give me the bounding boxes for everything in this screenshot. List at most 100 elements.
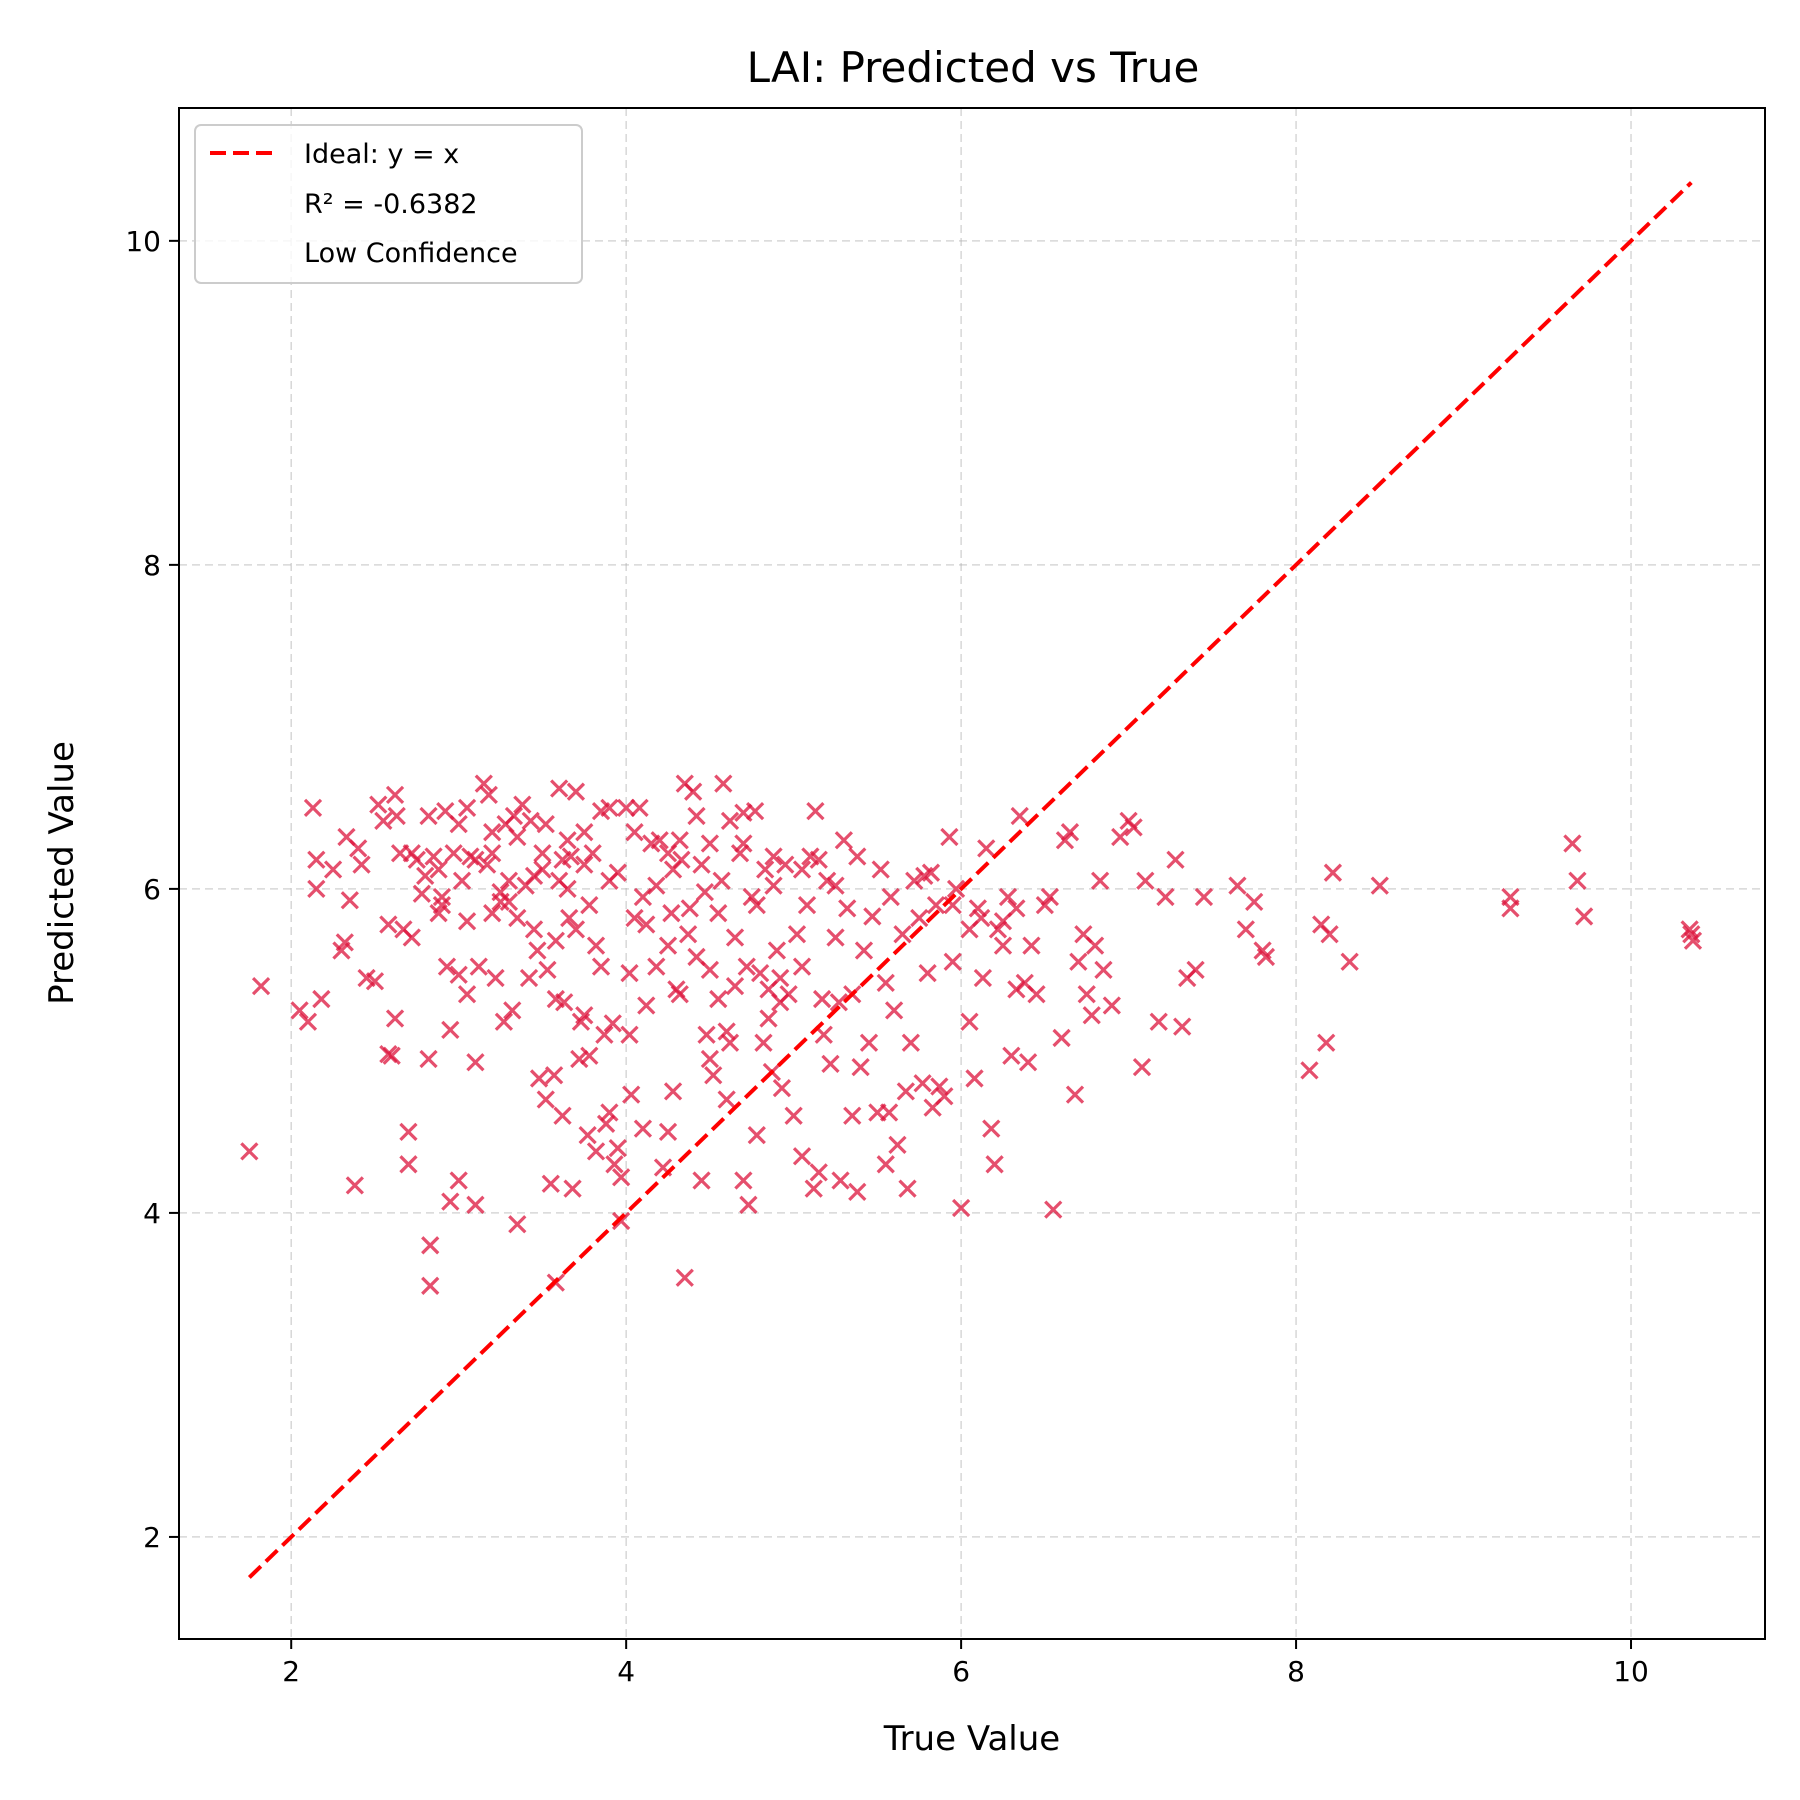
scatter-point <box>1060 823 1080 842</box>
scatter-point <box>385 1009 405 1028</box>
scatter-point <box>1065 1085 1085 1104</box>
scatter-point <box>898 1179 917 1198</box>
scatter-point <box>772 1079 792 1098</box>
scatter-point <box>290 1001 309 1020</box>
scatter-point <box>469 957 488 976</box>
scatter-point <box>385 785 405 805</box>
scatter-point <box>1022 936 1041 955</box>
scatter-point <box>848 847 867 866</box>
scatter-point <box>340 891 359 910</box>
scatter-point <box>399 1155 418 1174</box>
scatter-point <box>1370 876 1389 895</box>
scatter-point <box>1166 850 1185 869</box>
scatter-point <box>407 850 426 869</box>
chart-title: LAI: Predicted vs True <box>747 43 1200 92</box>
scatter-point <box>432 887 452 907</box>
scatter-point <box>546 931 565 950</box>
scatter-point <box>776 855 795 874</box>
scatter-point <box>553 850 572 869</box>
scatter-point <box>1323 863 1343 882</box>
scatter-point <box>946 879 966 899</box>
scatter-point <box>985 1155 1004 1174</box>
scatter-point <box>1680 920 1699 939</box>
scatter-point <box>863 907 882 926</box>
scatter-point <box>1052 1028 1071 1048</box>
scatter-point <box>402 928 421 947</box>
scatter-point <box>834 831 854 850</box>
scatter-point <box>678 925 698 944</box>
scatter-point <box>809 1163 828 1182</box>
scatter-point <box>519 968 539 988</box>
scatter-point <box>1044 1200 1063 1219</box>
scatter-point <box>896 1082 915 1101</box>
scatter-point <box>421 1236 440 1255</box>
scatter-point <box>637 996 656 1015</box>
ideal-line <box>247 181 1693 1579</box>
scatter-point <box>633 1119 653 1138</box>
scatter-point <box>441 1192 460 1211</box>
scatter-point <box>595 1025 614 1044</box>
scatter-point <box>620 964 639 983</box>
scatter-point <box>491 882 510 902</box>
scatter-point <box>1683 931 1703 950</box>
scatter-point <box>575 855 594 874</box>
scatter-point <box>662 904 681 923</box>
scatter-point <box>1002 1046 1021 1065</box>
scatter-point <box>754 1033 773 1052</box>
scatter-point <box>695 882 715 902</box>
scatter-point <box>1563 834 1582 853</box>
scatter-point <box>457 798 477 818</box>
plot-frame <box>178 107 1766 1640</box>
scatter-point <box>524 866 544 886</box>
scatter-point <box>926 895 946 915</box>
scatter-point <box>536 814 555 834</box>
scatter-point <box>784 1106 803 1125</box>
scatter-point <box>625 908 644 928</box>
scatter-point <box>692 855 711 874</box>
scatter-point <box>457 985 477 1004</box>
scatter-point <box>764 847 783 866</box>
scatter-point <box>965 1069 984 1088</box>
scatter-point <box>821 1054 840 1073</box>
scatter-point <box>998 887 1018 907</box>
scatter-point <box>960 1012 979 1031</box>
scatter-point <box>1574 907 1594 926</box>
scatter-point <box>399 1122 418 1142</box>
scatter-point <box>658 1122 678 1142</box>
scatter-point <box>538 960 557 980</box>
scatter-point <box>977 839 996 858</box>
scatter-point <box>960 920 979 939</box>
scatter-point <box>720 811 740 830</box>
scatter-point <box>596 1114 616 1133</box>
scatter-point <box>1094 960 1113 980</box>
scatter-point <box>586 936 606 955</box>
scatter-point <box>1069 952 1088 971</box>
scatter-point <box>879 1103 899 1122</box>
scatter-point <box>494 1012 514 1031</box>
scatter-point <box>508 827 527 847</box>
scatter-point <box>251 976 271 996</box>
scatter-point <box>658 936 678 955</box>
scatter-point <box>905 871 924 890</box>
scatter-point <box>812 989 832 1009</box>
scatter-point <box>608 863 627 882</box>
scatter-point <box>717 1022 736 1041</box>
scatter-point <box>993 936 1013 955</box>
scatter-point <box>1111 827 1130 847</box>
scatter-point <box>1501 899 1520 918</box>
scatter-point <box>486 968 505 988</box>
y-tick-label: 6 <box>143 873 161 906</box>
scatter-point <box>478 855 497 874</box>
scatter-point <box>876 1155 895 1174</box>
scatter-point <box>767 941 787 960</box>
scatter-point <box>1186 960 1205 980</box>
axis-ticks: 2 4 6 8 10 2 4 6 8 10 <box>125 225 1648 1688</box>
scatter-point <box>437 957 457 976</box>
scatter-point <box>826 876 845 895</box>
scatter-point <box>806 801 825 821</box>
scatter-point <box>449 965 468 984</box>
x-tick-label: 10 <box>1613 1655 1649 1688</box>
scatter-point <box>533 844 552 863</box>
scatter-point <box>1568 871 1587 890</box>
